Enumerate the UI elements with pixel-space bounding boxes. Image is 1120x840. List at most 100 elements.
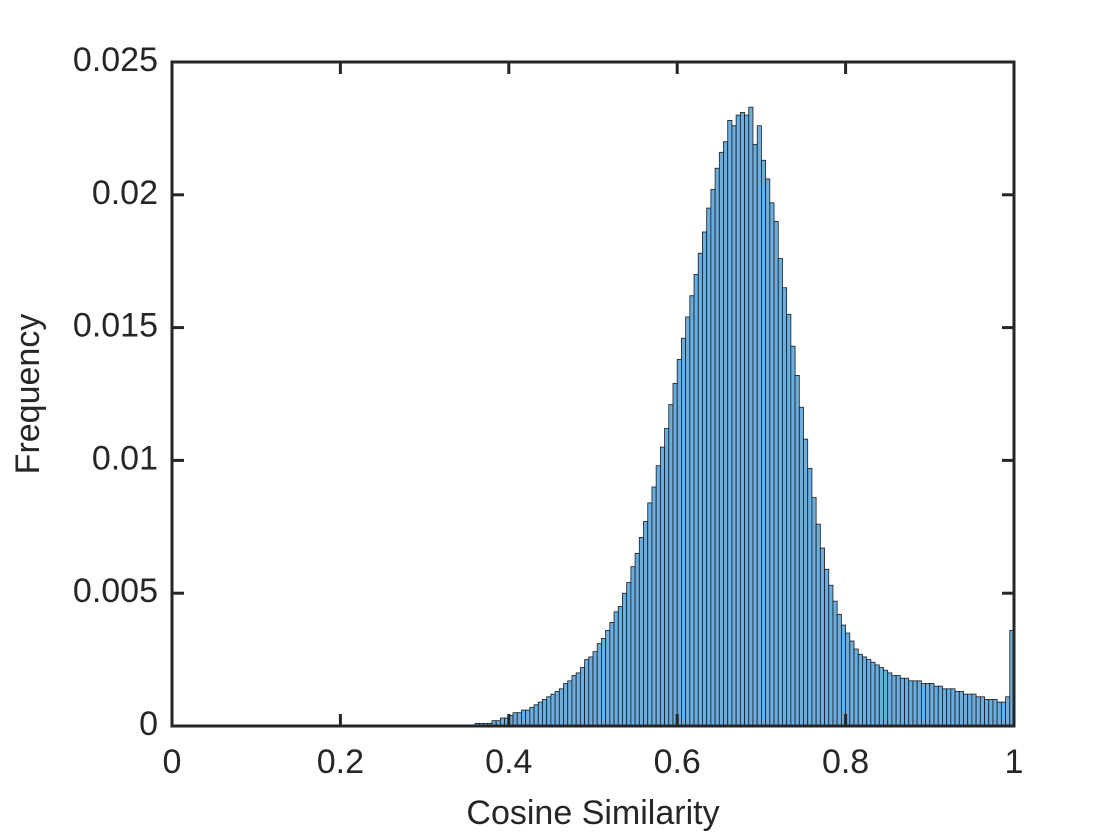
bar	[668, 404, 674, 727]
bar	[782, 287, 788, 727]
bar	[773, 220, 779, 727]
bar	[529, 707, 535, 727]
bar	[786, 313, 792, 727]
bar	[761, 159, 767, 727]
bar	[672, 382, 678, 727]
x-tick-label: 0	[163, 743, 182, 781]
bar	[744, 114, 750, 727]
y-tick-label: 0.02	[92, 174, 158, 212]
bar	[870, 661, 876, 727]
bar	[904, 677, 910, 727]
bar	[933, 685, 939, 727]
bar	[609, 622, 615, 727]
bar	[807, 467, 813, 727]
bar	[1000, 701, 1006, 727]
bar	[588, 656, 594, 727]
bar	[626, 582, 632, 727]
bar	[988, 699, 994, 727]
bar	[815, 523, 821, 727]
bar	[533, 704, 539, 727]
bar	[979, 696, 985, 727]
bar	[895, 675, 901, 727]
bar	[634, 552, 640, 727]
bar	[718, 151, 724, 727]
bar	[525, 709, 531, 727]
bar	[937, 685, 943, 727]
bar	[963, 693, 969, 727]
bar	[664, 428, 670, 727]
x-tick-label: 1	[1005, 743, 1024, 781]
bar	[617, 606, 623, 727]
bar	[946, 688, 952, 727]
bar	[769, 202, 775, 727]
bar	[899, 677, 905, 727]
bar	[702, 231, 708, 727]
bar	[735, 114, 741, 727]
bar	[542, 699, 548, 727]
bar	[550, 693, 556, 727]
y-tick-label: 0.015	[73, 307, 158, 345]
bar	[756, 125, 762, 727]
bar	[794, 375, 800, 727]
y-tick-label: 0.005	[73, 572, 158, 610]
bar	[567, 680, 573, 727]
bar	[592, 651, 598, 727]
bar	[706, 207, 712, 727]
bar	[655, 465, 661, 727]
bar	[731, 125, 737, 727]
bar	[685, 316, 691, 727]
bar	[647, 502, 653, 727]
bar	[777, 258, 783, 727]
bar	[693, 274, 699, 727]
bar	[659, 446, 665, 727]
bar	[832, 600, 838, 727]
bar	[874, 664, 880, 727]
bar	[971, 693, 977, 727]
bar	[697, 252, 703, 727]
bar	[811, 497, 817, 727]
bar	[601, 637, 607, 727]
bar	[714, 167, 720, 727]
bar	[975, 696, 981, 727]
bar	[516, 712, 522, 727]
bar	[727, 120, 733, 727]
bar	[748, 106, 754, 727]
bar	[643, 521, 649, 727]
bar	[752, 143, 758, 727]
bar	[828, 584, 834, 727]
x-axis-label: Cosine Similarity	[466, 794, 719, 832]
bar	[596, 643, 602, 727]
bar	[584, 659, 590, 727]
x-tick-label: 0.4	[485, 743, 532, 781]
y-tick-label: 0.025	[73, 41, 158, 79]
bar	[840, 624, 847, 727]
bar	[579, 667, 585, 727]
bar	[845, 632, 851, 727]
bar	[571, 675, 577, 727]
bar	[992, 699, 998, 727]
bar	[824, 568, 830, 727]
bar	[575, 672, 581, 727]
bar	[558, 688, 564, 727]
axes-box	[170, 60, 1016, 728]
bar	[537, 701, 543, 727]
bar	[950, 688, 956, 727]
bar	[798, 406, 804, 727]
bar	[630, 566, 636, 727]
bar	[723, 141, 729, 727]
x-tick-label: 0.8	[822, 743, 869, 781]
bar	[984, 699, 990, 727]
bar	[638, 537, 644, 727]
bar	[942, 688, 948, 727]
bar	[710, 189, 716, 727]
bar	[857, 653, 863, 727]
y-tick-label: 0.01	[92, 439, 158, 477]
bar	[916, 680, 922, 727]
bar	[853, 648, 859, 727]
bar	[554, 691, 560, 727]
bar	[958, 691, 964, 727]
bar	[605, 629, 611, 727]
bar	[1005, 696, 1011, 727]
bar	[676, 359, 682, 727]
